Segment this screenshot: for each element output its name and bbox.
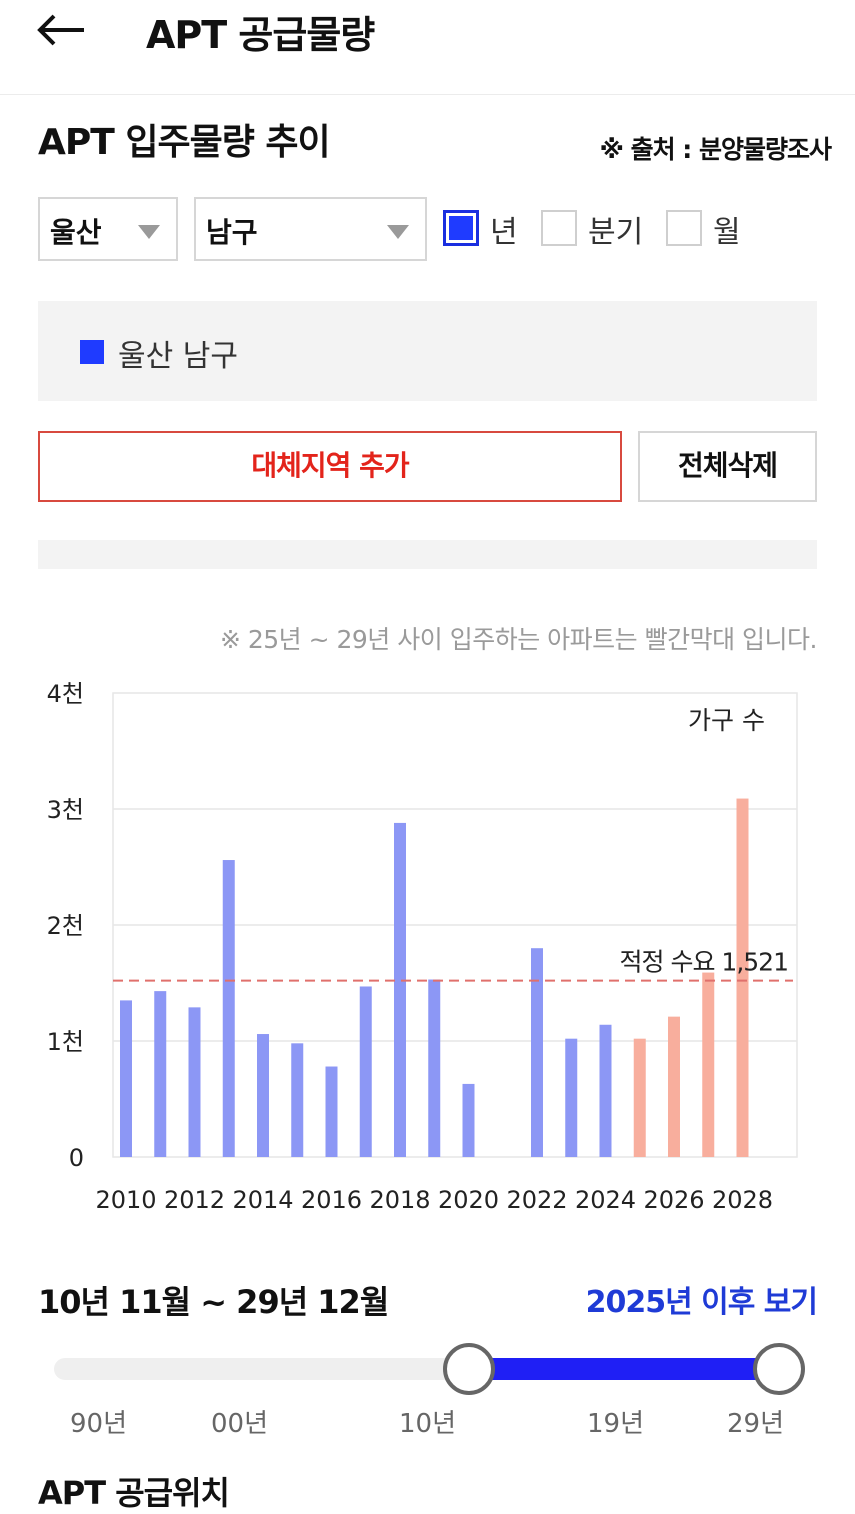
district-select-value: 남구 (206, 216, 258, 249)
bar (188, 1007, 201, 1157)
bar (531, 948, 543, 1157)
bar (702, 972, 715, 1157)
bar (359, 986, 372, 1157)
y-axis-unit-label: 가구 수 (688, 706, 765, 735)
y-tick-label: 3천 (47, 796, 84, 824)
bar (325, 1066, 338, 1157)
bar (599, 1024, 612, 1157)
section-title: APT 입주물량 추이 (38, 122, 331, 163)
forecast-note: ※ 25년 ~ 29년 사이 입주하는 아파트는 빨간막대 입니다. (219, 625, 818, 654)
bar (257, 1034, 269, 1157)
bar (428, 979, 441, 1157)
source-note: ※ 출처 : 분양물량조사 (599, 135, 832, 164)
bar (222, 860, 235, 1157)
bar (565, 1038, 578, 1157)
bar (462, 1083, 475, 1157)
bar (394, 822, 406, 1157)
x-tick-label: 2014 (232, 1186, 293, 1214)
quarter-label: 분기 (588, 215, 644, 250)
range-start-handle[interactable] (443, 1343, 495, 1395)
quarter-checkbox[interactable] (541, 210, 577, 246)
x-tick-label: 2028 (712, 1186, 773, 1214)
page-title: APT 공급물량 (146, 13, 375, 57)
x-tick-label: 2024 (575, 1186, 636, 1214)
region-select[interactable]: 울산 (38, 197, 178, 261)
y-tick-label: 1천 (47, 1028, 84, 1056)
x-tick-label: 2022 (506, 1186, 567, 1214)
app-header (0, 0, 855, 95)
region-select-value: 울산 (50, 216, 102, 249)
legend-swatch (80, 340, 104, 364)
bar (736, 798, 749, 1157)
month-label: 월 (713, 215, 741, 250)
add-alternative-region-button[interactable]: 대체지역 추가 (38, 431, 622, 502)
bar (120, 1000, 132, 1157)
y-tick-label: 2천 (47, 912, 84, 940)
chevron-down-icon (387, 225, 409, 239)
x-tick-label: 2012 (164, 1186, 225, 1214)
divider-strip (38, 540, 817, 569)
month-checkbox[interactable] (666, 210, 702, 246)
x-tick-label: 2010 (95, 1186, 156, 1214)
year-label: 년 (490, 215, 518, 250)
delete-all-button[interactable]: 전체삭제 (638, 431, 817, 502)
bar (668, 1016, 680, 1157)
range-slider-fill (470, 1358, 780, 1380)
x-tick-label: 2016 (301, 1186, 362, 1214)
year-checkbox[interactable] (443, 210, 479, 246)
x-tick-label: 2020 (438, 1186, 499, 1214)
district-select[interactable]: 남구 (194, 197, 427, 261)
slider-label-10: 10년 (399, 1409, 457, 1439)
slider-label-19: 19년 (587, 1409, 645, 1439)
supply-location-title: APT 공급위치 (38, 1474, 230, 1512)
y-tick-label: 4천 (47, 680, 84, 708)
x-tick-label: 2018 (369, 1186, 430, 1214)
slider-label-29: 29년 (727, 1409, 785, 1439)
legend-panel (38, 301, 817, 401)
chevron-down-icon (138, 225, 160, 239)
bar (154, 991, 167, 1157)
slider-label-90: 90년 (70, 1409, 128, 1439)
x-tick-label: 2026 (643, 1186, 704, 1214)
bar (633, 1038, 646, 1157)
range-end-handle[interactable] (753, 1343, 805, 1395)
slider-label-00: 00년 (211, 1409, 269, 1439)
range-text: 10년 11월 ~ 29년 12월 (38, 1283, 389, 1321)
bar (291, 1043, 304, 1157)
legend-label: 울산 남구 (118, 339, 238, 374)
y-tick-label: 0 (69, 1144, 84, 1172)
reference-line-label: 적정 수요 1,521 (620, 948, 788, 977)
supply-bar-chart: 0 1천 2천 3천 4천 2010 2012 2014 2016 2018 2020 2022 202… (47, 680, 798, 1214)
back-arrow-icon[interactable] (36, 10, 88, 50)
view-after-2025-link[interactable]: 2025년 이후 보기 (585, 1285, 818, 1320)
